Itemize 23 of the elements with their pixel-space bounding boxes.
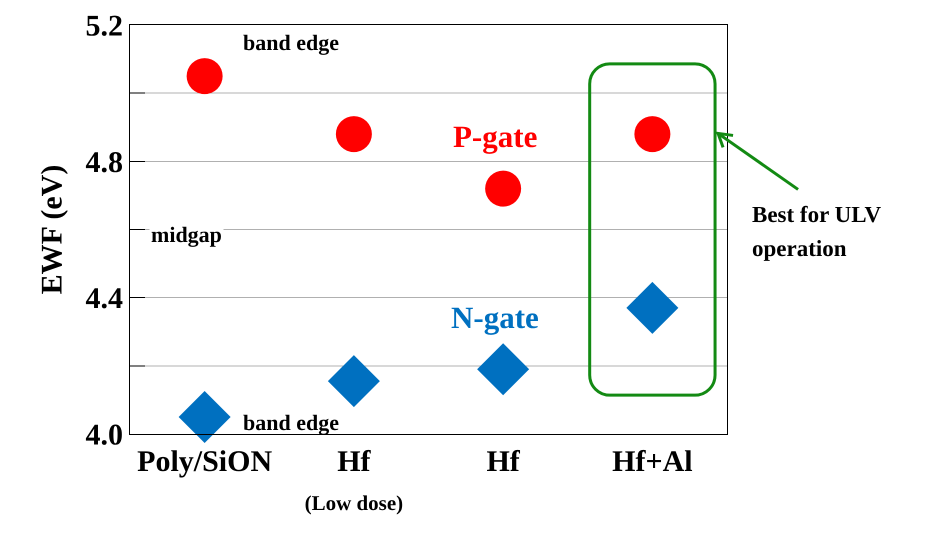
series-label: N-gate	[451, 300, 539, 335]
x-tick-label: Poly/SiON	[137, 445, 272, 478]
x-tick-label: Hf	[486, 445, 521, 478]
point	[477, 343, 530, 396]
y-tick-label: 4.8	[86, 146, 123, 179]
annotation: band edge	[243, 30, 340, 55]
point	[178, 390, 231, 443]
y-tick-label: 5.2	[86, 10, 123, 42]
point	[634, 116, 670, 152]
annotation: midgap	[151, 222, 222, 247]
point	[485, 170, 522, 207]
point	[186, 58, 223, 94]
y-axis-title: EWF (eV)	[36, 164, 68, 294]
text: Best for ULV operation	[752, 201, 882, 263]
point	[336, 116, 372, 152]
annotation: band edge	[243, 410, 340, 435]
y-tick-label: 4.0	[86, 418, 123, 452]
point	[328, 355, 380, 408]
x-tick-label: Hf+Al	[612, 445, 693, 478]
y-tick-label: 4.4	[86, 282, 123, 316]
series-label: P-gate	[453, 119, 538, 154]
x-tick-label: Hf (Low dose)	[304, 445, 404, 515]
point	[626, 282, 678, 334]
